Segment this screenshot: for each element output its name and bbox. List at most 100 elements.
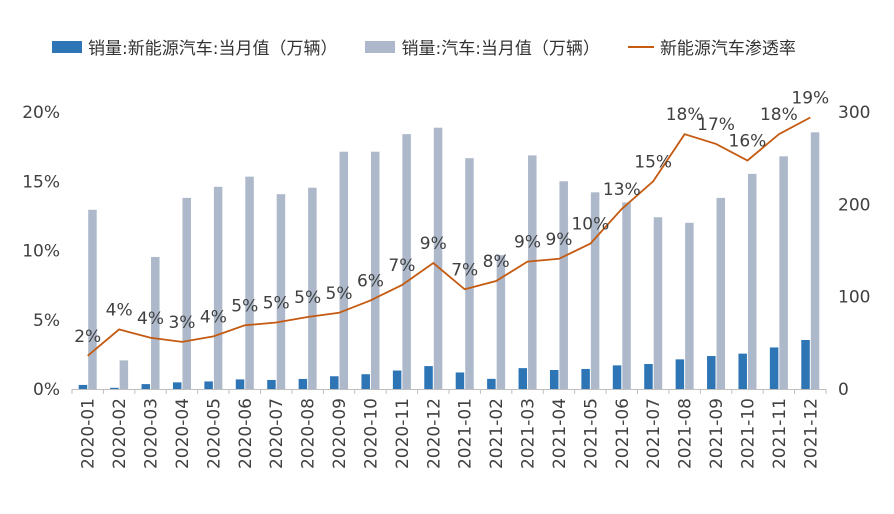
bar-auto-sales xyxy=(308,187,317,389)
x-tick-label: 2021-02 xyxy=(487,398,507,469)
line-data-label: 9% xyxy=(514,233,541,253)
x-tick-label: 2021-07 xyxy=(644,398,664,469)
x-tick-label: 2020-11 xyxy=(393,398,413,469)
bar-auto-sales xyxy=(496,255,506,389)
line-data-label: 10% xyxy=(571,215,609,235)
x-tick-label: 2020-04 xyxy=(173,398,193,469)
x-tick-label: 2021-10 xyxy=(738,398,758,469)
y-left-tick-label: 20% xyxy=(22,103,60,123)
legend-item-penetration: 新能源汽车渗透率 xyxy=(627,34,796,59)
bar-auto-sales xyxy=(370,151,380,389)
bar-auto-sales xyxy=(465,158,474,389)
line-data-label: 9% xyxy=(545,230,572,250)
line-data-label: 16% xyxy=(729,131,767,151)
x-tick-label: 2021-06 xyxy=(613,398,633,469)
legend-swatch-penetration xyxy=(627,45,654,48)
x-tick-label: 2020-10 xyxy=(361,398,381,469)
bar-auto-sales xyxy=(685,222,694,389)
bar-auto-sales xyxy=(339,151,349,389)
legend-item-auto-sales: 销量:汽车:当月值（万辆） xyxy=(365,34,600,59)
legend-label-nev-sales: 销量:新能源汽车:当月值（万辆） xyxy=(88,39,338,59)
bar-nev-sales xyxy=(581,368,590,389)
bar-nev-sales xyxy=(424,366,433,389)
bar-auto-sales xyxy=(622,202,631,389)
line-data-label: 19% xyxy=(791,89,829,109)
bar-nev-sales xyxy=(675,359,685,389)
bar-auto-sales xyxy=(213,186,223,389)
bar-auto-sales xyxy=(747,173,757,389)
bar-auto-sales xyxy=(528,155,537,389)
bar-nev-sales xyxy=(644,363,653,389)
legend-item-nev-sales: 销量:新能源汽车:当月值（万辆） xyxy=(52,34,337,59)
line-data-label: 4% xyxy=(200,307,227,327)
legend-swatch-auto-sales xyxy=(365,40,396,53)
y-left-tick-label: 5% xyxy=(33,311,60,331)
y-right-tick-label: 100 xyxy=(838,288,870,308)
bar-nev-sales xyxy=(769,347,779,389)
x-tick-label: 2021-04 xyxy=(550,398,570,469)
legend-label-penetration: 新能源汽车渗透率 xyxy=(659,39,796,59)
bar-nev-sales xyxy=(110,387,119,389)
x-tick-label: 2021-03 xyxy=(519,398,539,469)
bar-auto-sales xyxy=(779,156,788,389)
line-data-label: 17% xyxy=(697,115,735,135)
y-right-tick-label: 0 xyxy=(838,380,849,400)
line-data-label: 5% xyxy=(294,288,321,308)
bar-nev-sales xyxy=(738,353,747,389)
bar-nev-sales xyxy=(361,374,370,389)
bar-auto-sales xyxy=(716,197,726,389)
x-tick-label: 2021-08 xyxy=(676,398,696,469)
y-right-tick-label: 300 xyxy=(838,103,870,123)
bar-auto-sales xyxy=(402,134,411,389)
x-tick-label: 2021-01 xyxy=(456,398,476,469)
line-data-label: 6% xyxy=(357,271,384,291)
x-tick-label: 2020-05 xyxy=(204,398,224,469)
bar-auto-sales xyxy=(119,360,129,389)
bar-nev-sales xyxy=(455,372,465,389)
line-data-label: 3% xyxy=(168,313,195,333)
bar-nev-sales xyxy=(707,356,716,389)
bar-auto-sales xyxy=(653,217,663,389)
line-data-label: 13% xyxy=(603,180,641,200)
legend: 销量:新能源汽车:当月值（万辆） 销量:汽车:当月值（万辆） 新能源汽车渗透率 xyxy=(52,34,824,59)
bar-auto-sales xyxy=(810,132,820,389)
bar-nev-sales xyxy=(172,382,182,389)
x-tick-label: 2020-03 xyxy=(142,398,162,469)
bar-nev-sales xyxy=(78,384,88,389)
line-data-label: 5% xyxy=(326,284,353,304)
bar-nev-sales xyxy=(392,370,402,389)
line-data-label: 2% xyxy=(74,327,101,347)
bar-auto-sales xyxy=(151,256,160,389)
x-tick-label: 2020-06 xyxy=(236,398,256,469)
x-tick-label: 2020-08 xyxy=(299,398,319,469)
bar-auto-sales xyxy=(433,127,443,390)
bar-auto-sales xyxy=(559,181,568,389)
line-data-label: 15% xyxy=(634,152,672,172)
x-tick-label: 2021-09 xyxy=(707,398,727,469)
x-tick-label: 2020-12 xyxy=(424,398,444,469)
x-tick-label: 2020-02 xyxy=(110,398,130,469)
legend-swatch-nev-sales xyxy=(52,40,82,53)
bar-nev-sales xyxy=(549,369,559,389)
y-right-tick-label: 200 xyxy=(838,195,870,215)
line-penetration xyxy=(87,116,811,357)
y-left-tick-label: 10% xyxy=(22,242,60,262)
bar-auto-sales xyxy=(590,192,600,389)
bar-nev-sales xyxy=(298,378,308,389)
bar-nev-sales xyxy=(267,379,276,389)
line-data-label: 7% xyxy=(451,260,478,280)
bar-auto-sales xyxy=(182,197,191,389)
line-data-label: 18% xyxy=(666,105,704,125)
x-tick-label: 2020-07 xyxy=(267,398,287,469)
bar-nev-sales xyxy=(235,379,245,389)
x-tick-label: 2020-09 xyxy=(330,398,350,469)
bar-nev-sales xyxy=(330,376,339,389)
x-tick-label: 2021-05 xyxy=(581,398,601,469)
y-left-tick-label: 0% xyxy=(33,380,60,400)
line-data-label: 7% xyxy=(388,256,415,276)
y-left-tick-label: 15% xyxy=(22,172,60,192)
line-data-label: 5% xyxy=(231,296,258,316)
line-data-label: 9% xyxy=(420,234,447,254)
x-tick-label: 2020-01 xyxy=(79,398,99,469)
